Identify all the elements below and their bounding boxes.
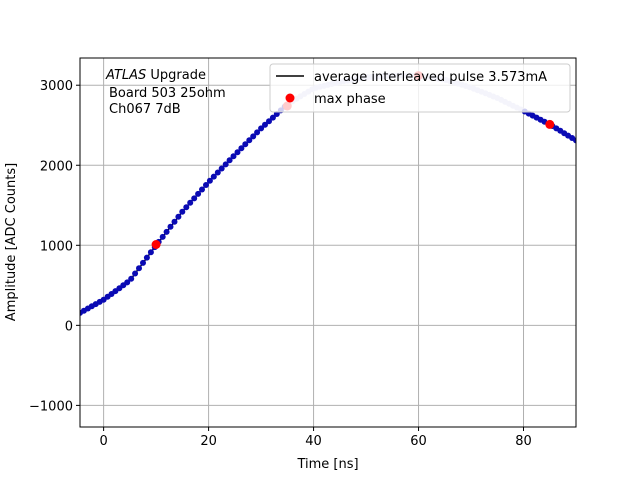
plot-frame	[79, 57, 577, 428]
sample-point	[167, 223, 174, 230]
sample-point	[132, 270, 139, 277]
sample-point	[171, 218, 178, 225]
annotation-line-3: Ch067 7dB	[109, 102, 181, 117]
y-axis-label: Amplitude [ADC Counts]	[4, 163, 19, 321]
sample-point	[124, 279, 131, 286]
max-phase-point	[545, 119, 555, 129]
x-tick-label: 80	[515, 434, 532, 449]
sample-point	[250, 133, 257, 140]
sample-point	[203, 182, 209, 188]
legend-marker-swatch	[285, 93, 295, 103]
sample-point	[140, 259, 146, 266]
y-tick-label: −1000	[29, 399, 73, 414]
y-tick-label: 1000	[40, 239, 73, 254]
y-tick-label: 0	[65, 319, 73, 334]
y-tick-label: 2000	[40, 159, 73, 174]
sample-point	[210, 173, 217, 180]
sample-point	[179, 208, 186, 215]
legend-label-max-phase: max phase	[314, 92, 386, 107]
sample-point	[183, 204, 190, 211]
x-tick-label: 60	[410, 434, 427, 449]
sample-point	[222, 161, 229, 168]
sample-point	[254, 129, 261, 136]
sample-point	[234, 149, 241, 156]
annotation-atlas: ATLAS	[105, 68, 146, 83]
x-tick-label: 0	[99, 434, 107, 449]
sample-point	[269, 114, 276, 121]
max-phase-point	[151, 240, 161, 249]
sample-point	[246, 137, 253, 144]
sample-point	[242, 141, 249, 148]
sample-point	[128, 275, 135, 282]
ticks: 0 20 40 60 80 −1000 0 1000 2000 3000	[29, 79, 532, 449]
annotation-line-2: Board 503 25ohm	[109, 86, 226, 101]
sample-point	[147, 249, 154, 256]
sample-point	[573, 137, 576, 144]
sample-point	[199, 186, 205, 193]
sample-point	[175, 213, 182, 220]
x-tick-label: 40	[305, 434, 322, 449]
x-axis-label: Time [ns]	[296, 457, 358, 472]
sample-point	[187, 199, 194, 206]
sample-point	[262, 121, 268, 128]
sample-point	[143, 254, 150, 261]
sample-point	[206, 177, 213, 184]
sample-point	[226, 157, 233, 164]
sample-point	[163, 228, 170, 235]
sample-point	[191, 195, 198, 202]
x-tick-label: 20	[200, 434, 217, 449]
sample-point	[266, 118, 272, 125]
sample-point	[214, 169, 221, 176]
legend-box	[269, 63, 571, 113]
annotation-upgrade: Upgrade	[146, 68, 206, 83]
y-tick-label: 3000	[40, 79, 73, 94]
sample-point	[258, 125, 265, 132]
annotation-line-1: ATLAS Upgrade	[105, 68, 206, 83]
legend-label-pulse: average interleaved pulse 3.573mA	[314, 70, 547, 85]
sample-point	[218, 165, 225, 172]
sample-point	[195, 190, 202, 197]
atlas-annotation: ATLAS Upgrade Board 503 25ohm Ch067 7dB	[105, 68, 226, 117]
legend: average interleaved pulse 3.573mA max ph…	[269, 63, 571, 113]
sample-point	[230, 153, 237, 160]
sample-point	[136, 265, 142, 272]
sample-point	[159, 233, 166, 240]
sample-point	[238, 145, 245, 152]
